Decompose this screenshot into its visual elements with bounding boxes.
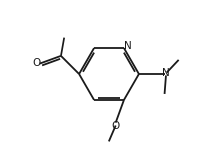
Text: N: N	[162, 68, 170, 78]
Text: O: O	[32, 58, 41, 68]
Text: N: N	[124, 41, 131, 51]
Text: O: O	[112, 121, 120, 131]
